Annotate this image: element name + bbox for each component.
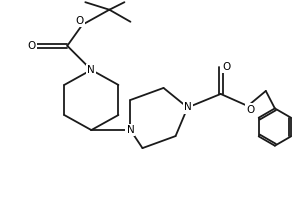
Text: O: O [246,105,254,115]
Text: N: N [184,102,191,112]
Text: N: N [88,65,95,75]
Text: O: O [76,16,84,26]
Text: N: N [127,125,134,135]
Text: O: O [222,62,230,72]
Text: O: O [28,41,36,51]
